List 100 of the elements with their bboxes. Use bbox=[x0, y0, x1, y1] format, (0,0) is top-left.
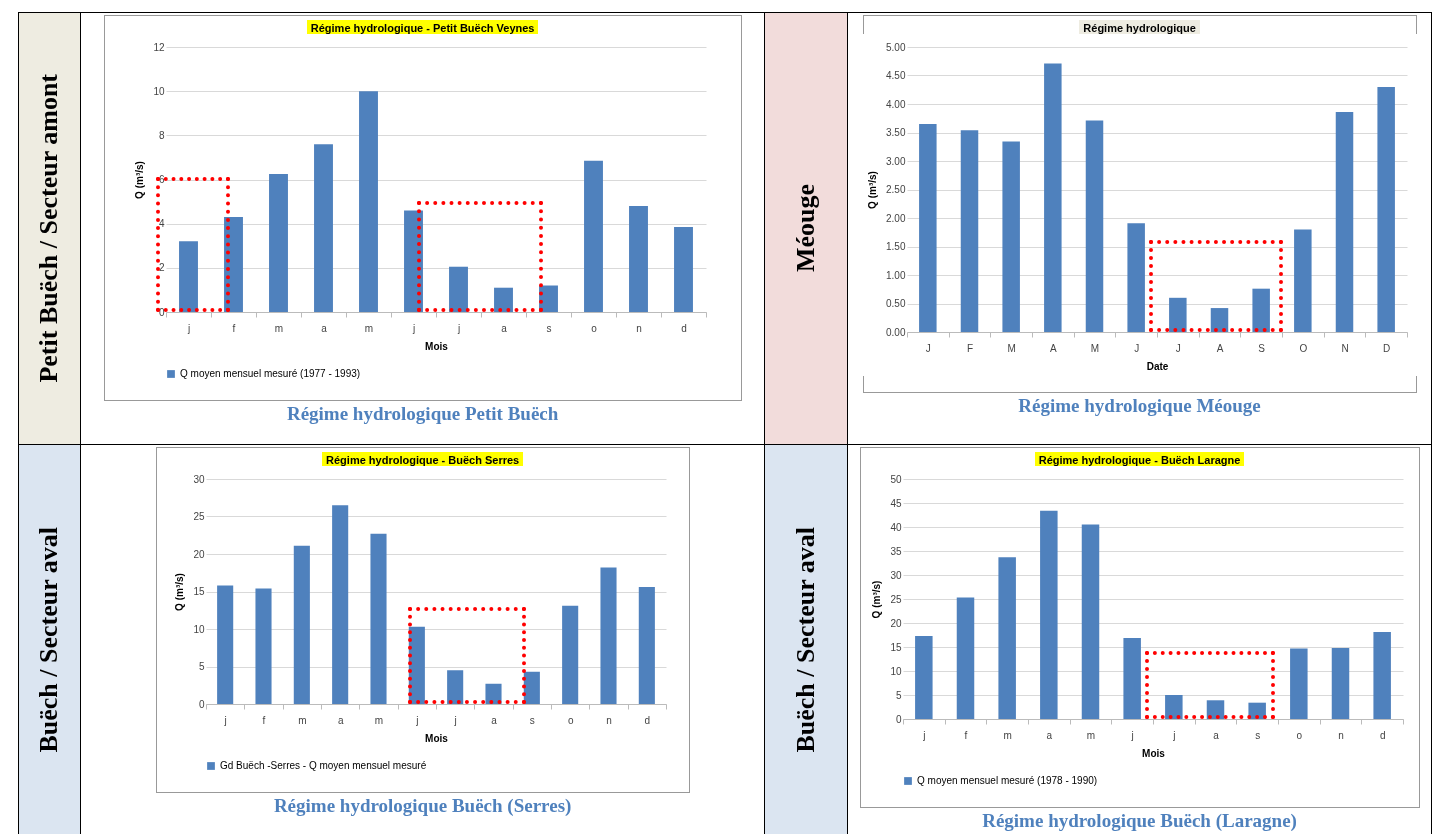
y-tick-label: 10 bbox=[193, 623, 205, 635]
x-tick-label: o bbox=[1296, 729, 1303, 741]
x-axis-title: Mois bbox=[1141, 747, 1165, 759]
y-axis-title: Q (m³/s) bbox=[870, 580, 882, 619]
legend-label: Gd Buëch -Serres - Q moyen mensuel mesuré bbox=[219, 760, 427, 771]
y-tick-label: 30 bbox=[889, 569, 902, 581]
x-tick-label: J bbox=[1175, 342, 1181, 354]
bar bbox=[1001, 141, 1020, 332]
bar bbox=[370, 533, 387, 704]
text: Régime hydrologique Buëch (Serres) bbox=[272, 795, 573, 817]
bar bbox=[216, 585, 233, 704]
text: Buëch / Secteur aval bbox=[791, 526, 822, 753]
x-tick-label: s bbox=[1254, 729, 1260, 741]
bar bbox=[293, 545, 310, 704]
x-tick-label: j bbox=[1171, 729, 1176, 741]
y-tick-label: 40 bbox=[889, 521, 902, 533]
text: Régime hydrologique Petit Buëch bbox=[285, 403, 560, 425]
bar bbox=[313, 144, 333, 312]
y-tick-label: 0.50 bbox=[885, 298, 906, 309]
bar bbox=[914, 635, 933, 719]
x-tick-label: j bbox=[1130, 729, 1134, 741]
x-tick-label: a bbox=[337, 714, 344, 726]
y-axis-title: Q (m³/s) bbox=[134, 161, 145, 199]
x-tick-label: j bbox=[921, 729, 926, 741]
x-axis-title: Mois bbox=[424, 732, 448, 744]
y-tick-label: 10 bbox=[153, 85, 165, 97]
x-tick-label: n bbox=[605, 714, 612, 726]
text: Petit Buëch / Secteur amont bbox=[34, 74, 65, 383]
y-tick-label: 3.00 bbox=[885, 155, 906, 167]
text: Méouge bbox=[791, 184, 822, 273]
bar bbox=[960, 130, 978, 332]
x-tick-label: m bbox=[374, 714, 383, 726]
bar bbox=[1372, 632, 1391, 719]
x-tick-label: S bbox=[1257, 342, 1265, 354]
bar bbox=[1293, 229, 1312, 332]
bar bbox=[268, 173, 288, 312]
y-tick-label: 15 bbox=[889, 641, 902, 653]
y-tick-label: 0 bbox=[895, 713, 902, 725]
bar bbox=[1335, 111, 1353, 332]
y-tick-label: 30 bbox=[193, 473, 205, 485]
y-tick-label: 15 bbox=[193, 586, 205, 597]
x-tick-label: f bbox=[262, 714, 266, 726]
y-tick-label: 0 bbox=[198, 698, 205, 710]
x-tick-label: d bbox=[644, 714, 650, 726]
x-tick-label: m bbox=[1086, 729, 1095, 741]
y-tick-label: 0 bbox=[158, 306, 165, 318]
x-tick-label: A bbox=[1216, 342, 1224, 354]
x-tick-label: j bbox=[223, 714, 227, 726]
bar bbox=[1081, 524, 1099, 719]
y-tick-label: 12 bbox=[153, 41, 165, 53]
y-tick-label: 25 bbox=[889, 593, 902, 605]
chart-title: Régime hydrologique - Petit Buëch Veynes bbox=[306, 20, 539, 36]
x-axis-title: Mois bbox=[424, 340, 448, 352]
bar bbox=[523, 671, 540, 704]
y-tick-label: 2.00 bbox=[885, 212, 906, 224]
bar bbox=[1126, 223, 1145, 332]
x-tick-label: N bbox=[1340, 342, 1349, 354]
y-tick-label: 5 bbox=[198, 661, 205, 672]
y-tick-label: 6 bbox=[158, 174, 165, 185]
x-tick-label: F bbox=[966, 342, 973, 354]
x-tick-label: d bbox=[680, 322, 687, 334]
y-tick-label: 50 bbox=[889, 473, 902, 485]
x-tick-label: a bbox=[1046, 729, 1053, 741]
y-tick-label: 25 bbox=[193, 511, 205, 522]
x-tick-label: O bbox=[1299, 342, 1308, 354]
bar bbox=[331, 505, 348, 704]
y-tick-label: 35 bbox=[889, 545, 902, 557]
y-tick-label: 8 bbox=[158, 129, 165, 141]
bar bbox=[1039, 510, 1058, 719]
x-tick-label: M bbox=[1007, 342, 1016, 354]
bar bbox=[628, 206, 648, 312]
x-tick-label: a bbox=[1212, 729, 1219, 741]
bar bbox=[956, 597, 974, 719]
x-tick-label: m bbox=[274, 322, 283, 334]
y-tick-label: 1.00 bbox=[885, 269, 906, 281]
x-tick-label: j bbox=[453, 714, 457, 726]
bar bbox=[1122, 637, 1141, 719]
bar bbox=[1376, 86, 1395, 332]
bar bbox=[1164, 695, 1183, 719]
x-tick-label: J bbox=[1133, 342, 1139, 354]
text: Régime hydrologique Méouge bbox=[1017, 395, 1262, 417]
x-tick-label: s bbox=[529, 714, 535, 726]
x-tick-label: j bbox=[411, 322, 415, 334]
bar bbox=[446, 670, 463, 704]
y-tick-label: 0.00 bbox=[885, 326, 906, 338]
chart-title: Régime hydrologique bbox=[1079, 20, 1200, 36]
x-tick-label: s bbox=[546, 322, 552, 334]
bar bbox=[600, 567, 617, 704]
bar bbox=[638, 587, 655, 704]
bar bbox=[493, 287, 513, 312]
bar bbox=[673, 226, 693, 312]
y-tick-label: 20 bbox=[193, 548, 205, 560]
y-axis-title: Q (m³/s) bbox=[866, 171, 878, 209]
y-tick-label: 4.00 bbox=[885, 98, 906, 110]
bar bbox=[1331, 647, 1349, 719]
bar bbox=[1085, 120, 1103, 332]
bar bbox=[358, 91, 378, 312]
x-tick-label: J bbox=[925, 342, 931, 354]
bar bbox=[1289, 648, 1308, 719]
bar bbox=[485, 683, 502, 704]
